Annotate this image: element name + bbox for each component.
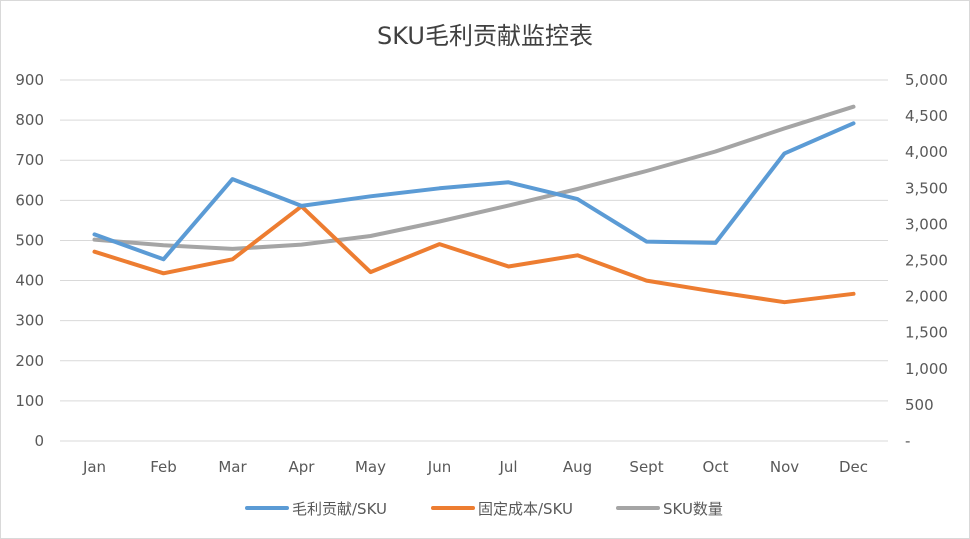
right-axis-tick-label: 500 <box>905 396 934 414</box>
series-line-2 <box>92 204 856 305</box>
right-axis-tick-label: 3,500 <box>905 179 948 197</box>
right-axis-tick-label: 3,000 <box>905 215 948 233</box>
x-axis-tick-label: Apr <box>289 458 316 476</box>
right-axis-tick-label: 1,000 <box>905 360 948 378</box>
x-axis-tick-label: Feb <box>150 458 177 476</box>
right-axis-tick-label: 1,500 <box>905 324 948 342</box>
series-lines <box>92 104 856 305</box>
series-line-3 <box>92 104 856 251</box>
right-axis-tick-label: - <box>905 432 910 450</box>
x-axis-tick-label: Jun <box>427 458 451 476</box>
x-axis-tick-label: Jan <box>82 458 106 476</box>
right-axis-ticks: - 500 1,000 1,500 2,000 2,500 3,000 3,500 4,000 4… <box>905 71 948 450</box>
x-axis-tick-label: Aug <box>563 458 592 476</box>
right-axis-tick-label: 4,500 <box>905 107 948 125</box>
x-axis-tick-label: Mar <box>218 458 247 476</box>
x-axis-ticks: Jan Feb Mar Apr May Jun Jul Aug Sept Oct Nov Dec <box>82 458 868 476</box>
left-axis-tick-label: 200 <box>15 352 44 370</box>
left-axis-tick-label: 500 <box>15 231 44 249</box>
x-axis-tick-label: Sept <box>629 458 663 476</box>
x-axis-tick-label: Dec <box>839 458 868 476</box>
right-axis-tick-label: 4,000 <box>905 143 948 161</box>
left-axis-tick-label: 600 <box>15 191 44 209</box>
x-axis-tick-label: Nov <box>770 458 799 476</box>
chart-title: SKU毛利贡献监控表 <box>377 22 593 50</box>
series-line-1 <box>92 121 856 262</box>
left-axis-tick-label: 900 <box>15 71 44 89</box>
left-axis-tick-label: 700 <box>15 151 44 169</box>
legend-label: 固定成本/SKU <box>478 500 573 518</box>
x-axis-tick-label: Oct <box>703 458 729 476</box>
legend-label: SKU数量 <box>663 500 723 518</box>
left-axis-tick-label: 400 <box>15 272 44 290</box>
left-axis-tick-label: 800 <box>15 111 44 129</box>
right-axis-tick-label: 5,000 <box>905 71 948 89</box>
x-axis-tick-label: May <box>355 458 386 476</box>
right-axis-tick-label: 2,000 <box>905 288 948 306</box>
x-axis-tick-label: Jul <box>498 458 517 476</box>
left-axis-tick-label: 0 <box>34 432 44 450</box>
left-axis-ticks: 0 100 200 300 400 500 600 700 800 900 <box>15 71 44 450</box>
legend-label: 毛利贡献/SKU <box>292 500 387 518</box>
legend: 毛利贡献/SKU 固定成本/SKU SKU数量 <box>245 500 723 518</box>
left-axis-tick-label: 300 <box>15 312 44 330</box>
left-axis-tick-label: 100 <box>15 392 44 410</box>
right-axis-tick-label: 2,500 <box>905 252 948 270</box>
